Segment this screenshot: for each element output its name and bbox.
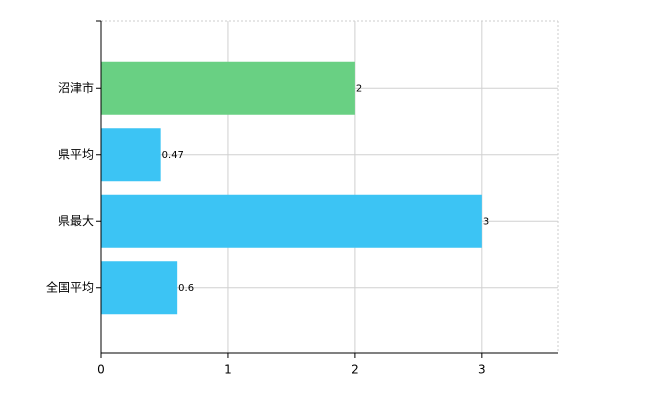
y-tick-label: 県平均 (58, 147, 94, 161)
x-tick-label: 1 (224, 363, 232, 377)
x-tick-label: 0 (97, 363, 105, 377)
value-label: 2 (356, 83, 362, 94)
value-label: 0.47 (162, 150, 184, 161)
bar (101, 61, 355, 115)
value-label: 0.6 (178, 283, 194, 294)
bar (101, 128, 161, 182)
y-tick-label: 全国平均 (46, 279, 94, 294)
y-tick-label: 沼津市 (58, 80, 94, 95)
bar (101, 261, 178, 315)
bar (101, 194, 482, 248)
value-label: 3 (483, 216, 489, 227)
x-tick-label: 2 (351, 363, 359, 377)
y-tick-label: 県最大 (58, 214, 94, 228)
x-tick-label: 3 (478, 363, 486, 377)
